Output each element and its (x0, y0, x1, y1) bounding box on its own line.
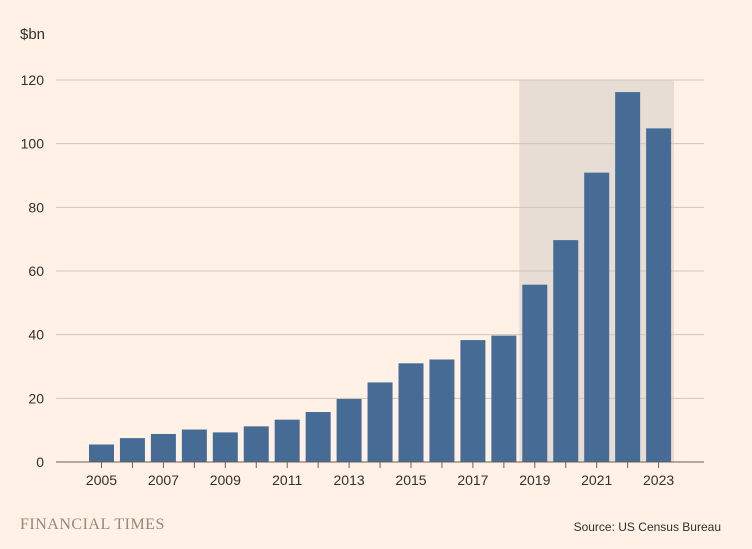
y-tick-label: 40 (28, 327, 44, 343)
bar-2007 (150, 433, 176, 462)
bar-2010 (243, 426, 269, 462)
bar-2015 (398, 363, 424, 462)
x-tick-label: 2011 (272, 472, 302, 488)
y-tick-label: 20 (28, 390, 44, 406)
x-tick-label: 2005 (86, 472, 117, 488)
x-tick-label: 2019 (519, 472, 550, 488)
x-tick-label: 2015 (395, 472, 426, 488)
bar-2019 (522, 284, 548, 462)
bar-2021 (584, 172, 610, 462)
bar-2008 (181, 429, 207, 462)
x-tick-label: 2013 (334, 472, 365, 488)
bar-2009 (212, 432, 238, 462)
source-note: Source: US Census Bureau (573, 520, 721, 534)
brand-logo: FINANCIAL TIMES (20, 516, 165, 533)
bar-2011 (274, 419, 300, 462)
x-axis (56, 461, 704, 468)
x-tick-label: 2023 (643, 472, 674, 488)
y-tick-label: 120 (21, 72, 45, 88)
x-tick-labels: 2005 2007 2009 2011 2013 2015 2017 2019 2021 2023 (86, 472, 674, 488)
bar-2013 (336, 398, 362, 462)
bar-2017 (460, 340, 486, 462)
bar-2006 (119, 438, 145, 462)
x-tick-label: 2021 (581, 472, 612, 488)
bar-2020 (553, 240, 579, 462)
x-tick-label: 2007 (148, 472, 179, 488)
y-tick-label: 80 (28, 199, 44, 215)
y-tick-label: 60 (28, 263, 44, 279)
y-tick-label: 100 (21, 136, 45, 152)
bars (89, 92, 672, 463)
bar-2005 (89, 444, 114, 462)
y-tick-label: 0 (36, 454, 44, 470)
bar-2016 (429, 359, 455, 462)
bar-2018 (491, 335, 517, 462)
bar-2022 (615, 92, 641, 462)
bar-2012 (305, 412, 331, 462)
x-tick-label: 2017 (457, 472, 488, 488)
bar-2014 (367, 382, 393, 462)
bar-2023 (646, 128, 672, 463)
y-tick-labels: 0 20 40 60 80 100 120 (21, 72, 45, 470)
y-unit-label: $bn (20, 26, 45, 43)
gridlines (56, 79, 704, 399)
x-tick-label: 2009 (210, 472, 241, 488)
